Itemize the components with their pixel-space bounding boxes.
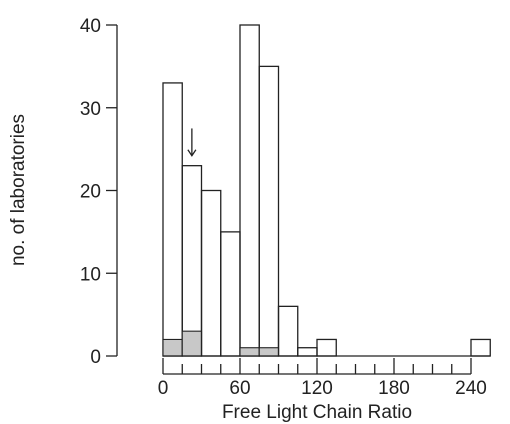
x-tick-label-0: 0 [158, 378, 169, 399]
histogram-bar-1 [181, 165, 203, 357]
bars-group [162, 24, 491, 357]
x-tick-label-120: 120 [301, 378, 333, 399]
ticks-group: 0 10 20 30 40 0 60 120 180 240 [80, 16, 487, 399]
shaded-bar-1 [181, 330, 203, 357]
shaded-bar-5 [258, 347, 280, 357]
y-tick-label-30: 30 [80, 99, 101, 120]
histogram-bar-4 [239, 24, 260, 357]
histogram-bar-8 [316, 338, 337, 357]
shaded-bar-0 [162, 338, 183, 357]
shaded-bar-4 [239, 347, 260, 357]
marker-arrowhead-icon [187, 149, 197, 157]
x-axis-title: Free Light Chain Ratio [222, 402, 412, 423]
histogram-bar-5 [258, 65, 280, 357]
y-tick-label-40: 40 [80, 16, 101, 37]
histogram-bar-0 [162, 82, 183, 357]
histogram-bar-7 [297, 347, 318, 357]
histogram-bar-2 [200, 189, 222, 357]
x-tick-label-60: 60 [229, 378, 250, 399]
x-tick-label-180: 180 [378, 378, 410, 399]
histogram-bar-13 [470, 338, 491, 357]
y-tick-label-20: 20 [80, 182, 101, 203]
axes-group [116, 25, 491, 375]
y-tick-label-0: 0 [90, 347, 101, 368]
y-axis-title: no. of laboratories [8, 114, 29, 266]
y-tick-label-10: 10 [80, 264, 101, 285]
x-tick-label-240: 240 [455, 378, 487, 399]
histogram-bar-6 [277, 305, 299, 357]
histogram-bar-3 [220, 231, 241, 357]
